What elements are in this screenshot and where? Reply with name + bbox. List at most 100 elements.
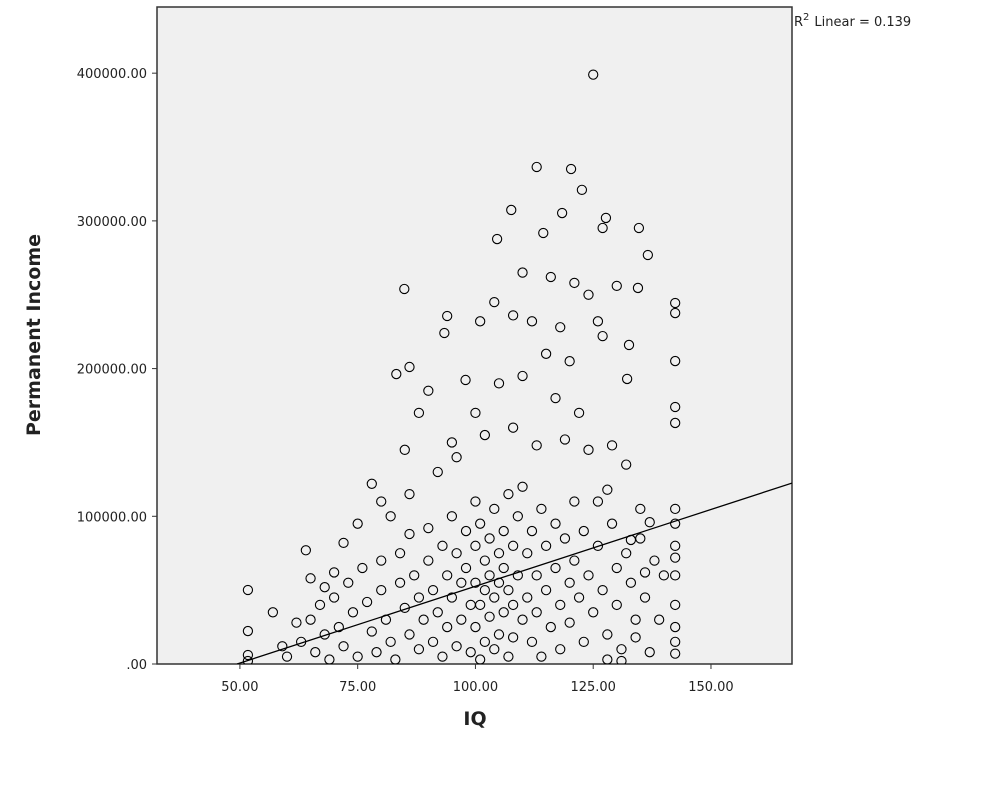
data-point	[352, 518, 363, 529]
data-point	[465, 647, 476, 658]
data-point	[550, 518, 561, 529]
data-point	[385, 636, 396, 647]
data-point	[432, 466, 443, 478]
data-point	[456, 577, 467, 588]
data-point	[556, 207, 568, 219]
data-point	[526, 316, 538, 327]
data-point	[376, 555, 387, 566]
data-point	[484, 611, 495, 622]
data-point	[611, 562, 622, 574]
data-point	[576, 184, 588, 196]
data-point	[418, 614, 429, 625]
data-point	[670, 417, 681, 429]
data-point	[489, 592, 500, 603]
data-point	[446, 592, 458, 603]
data-point	[658, 570, 670, 581]
data-point	[644, 647, 655, 658]
data-point	[583, 444, 594, 455]
data-point	[507, 632, 519, 643]
data-point	[670, 621, 681, 633]
data-point	[319, 582, 330, 593]
data-point	[491, 233, 503, 245]
data-point	[569, 555, 580, 566]
data-point	[310, 647, 321, 658]
data-point	[446, 511, 458, 522]
data-point	[633, 222, 645, 234]
data-point	[470, 407, 481, 419]
data-point	[538, 227, 549, 239]
data-point	[423, 385, 434, 396]
x-tick-label: 150.00	[688, 680, 734, 695]
data-point	[623, 339, 635, 351]
data-point	[324, 654, 335, 664]
data-point	[517, 481, 528, 492]
data-point	[670, 552, 681, 563]
data-point	[606, 440, 618, 451]
data-point	[475, 599, 486, 611]
data-point	[540, 540, 552, 551]
data-point	[442, 570, 453, 581]
plot-marks	[236, 69, 792, 664]
data-point	[503, 584, 514, 596]
data-point	[479, 555, 491, 566]
data-point	[555, 599, 566, 611]
data-point	[409, 570, 420, 581]
data-point	[649, 555, 660, 566]
data-point	[506, 204, 517, 216]
fit-annotation: R2 Linear = 0.139	[794, 12, 911, 30]
data-point	[475, 654, 486, 664]
data-point	[670, 355, 681, 367]
data-point	[569, 496, 580, 507]
data-point	[442, 310, 453, 322]
data-point	[470, 577, 481, 588]
data-point	[460, 374, 471, 386]
data-point	[531, 440, 542, 451]
data-point	[338, 537, 349, 549]
annotation-text: Linear = 0.139	[814, 15, 911, 30]
data-point	[602, 629, 613, 640]
data-point	[670, 503, 681, 515]
data-point	[300, 545, 312, 556]
data-point	[489, 296, 500, 308]
data-point	[242, 649, 254, 661]
data-point	[281, 651, 293, 662]
data-point	[597, 222, 608, 234]
data-point	[498, 607, 509, 618]
data-point	[621, 548, 632, 559]
data-point	[616, 655, 627, 664]
data-point	[451, 548, 462, 559]
data-point	[592, 316, 604, 327]
data-point	[328, 567, 340, 578]
y-axis-title: Permanent Income	[23, 234, 45, 436]
data-point	[578, 636, 589, 647]
data-point	[277, 641, 288, 652]
data-point	[338, 641, 349, 652]
data-point	[399, 444, 410, 455]
data-point	[583, 289, 594, 300]
data-point	[479, 429, 491, 441]
data-point	[460, 525, 472, 537]
data-point	[545, 271, 556, 283]
x-axis-title: IQ	[463, 708, 486, 730]
data-point	[564, 617, 575, 628]
fit-line	[236, 482, 792, 664]
data-point	[512, 570, 523, 581]
data-point	[404, 528, 415, 540]
data-point	[517, 614, 528, 625]
y-tick-label: 300000.00	[77, 215, 147, 230]
data-point	[437, 651, 448, 662]
data-point	[583, 570, 594, 581]
data-point	[484, 533, 495, 544]
data-point	[611, 280, 622, 292]
data-point	[670, 401, 681, 413]
data-point	[427, 584, 439, 596]
data-point	[242, 655, 254, 664]
data-point	[439, 327, 450, 339]
data-point	[555, 644, 566, 655]
data-point	[470, 621, 481, 633]
data-point	[602, 654, 613, 664]
annotation-r: R	[794, 15, 803, 30]
data-point	[606, 518, 618, 529]
data-point	[597, 584, 608, 596]
data-point	[588, 69, 599, 80]
